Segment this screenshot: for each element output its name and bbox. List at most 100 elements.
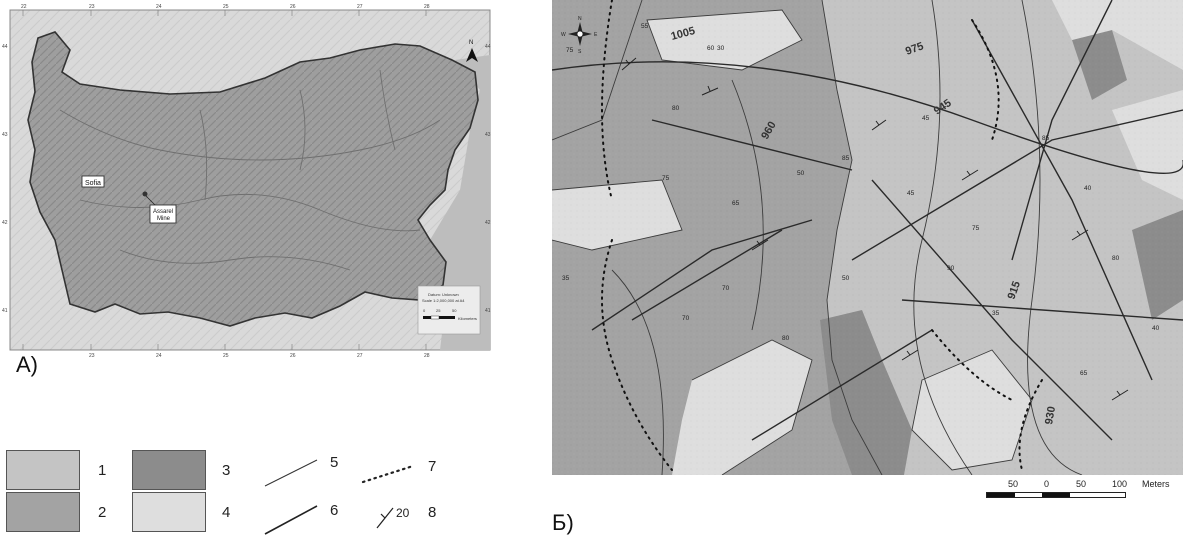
dip-value: 65 xyxy=(1080,370,1088,377)
dip-value: 30 xyxy=(717,45,725,52)
dip-value: 75 xyxy=(566,47,574,54)
legend-swatch-2 xyxy=(6,492,80,532)
dip-value: 80 xyxy=(782,335,790,342)
lon-tick: 23 xyxy=(89,4,95,10)
legend-number: 7 xyxy=(428,458,437,475)
scale-unit: Kilometers xyxy=(458,316,477,321)
dip-value: 70 xyxy=(682,315,690,322)
dip-value: 40 xyxy=(1084,185,1092,192)
dip-value: 75 xyxy=(662,175,670,182)
scale-box xyxy=(417,285,481,335)
legend-swatch-3 xyxy=(132,450,206,490)
svg-text:W: W xyxy=(561,32,566,38)
dip-value: 75 xyxy=(972,225,980,232)
dip-value: 65 xyxy=(732,200,740,207)
legend-swatch-1 xyxy=(6,450,80,490)
mine-label-line2: Mine xyxy=(157,216,171,222)
legend-number: 3 xyxy=(222,462,231,479)
lon-tick: 25 xyxy=(223,353,229,359)
compass-letters: N E S W xyxy=(561,16,598,55)
lat-tick: 42 xyxy=(485,220,491,226)
svg-text:N: N xyxy=(578,16,582,22)
lon-tick: 25 xyxy=(223,4,229,10)
dip-value: 85 xyxy=(842,155,850,162)
compass-rose-icon xyxy=(568,22,592,46)
geological-map: 1005 975 960 945 930 915 55 60 30 75 80 … xyxy=(551,0,1183,498)
mine-label-box xyxy=(149,204,177,224)
river-network xyxy=(59,69,441,271)
map-legend: 1 2 3 4 5 6 7 20 8 xyxy=(0,440,470,540)
sofia-label: Sofia xyxy=(85,180,101,187)
legend-number: 4 xyxy=(222,504,231,521)
sofia-label-box xyxy=(81,175,105,188)
north-arrow-icon xyxy=(466,48,478,62)
lon-tick: 28 xyxy=(424,4,430,10)
contour-label: 975 xyxy=(904,40,925,58)
legend-number: 1 xyxy=(98,462,107,479)
dip-value: 45 xyxy=(922,115,930,122)
lon-tick-labels: 22 23 24 25 26 27 28 23 24 25 26 27 28 xyxy=(21,4,430,359)
thin-fault-line-icon xyxy=(264,459,318,487)
contour-label: 915 xyxy=(1006,280,1024,301)
lon-tick: 24 xyxy=(156,353,162,359)
dip-symbols xyxy=(621,57,1129,401)
dip-value: 55 xyxy=(641,23,649,30)
dip-value: 70 xyxy=(722,285,730,292)
unit-boundaries xyxy=(551,0,1083,476)
dotted-contours xyxy=(601,0,1043,471)
bulgaria-outline xyxy=(27,31,479,327)
lon-tick: 26 xyxy=(290,353,296,359)
scale-tick: 50 xyxy=(1076,479,1086,489)
dip-value: 35 xyxy=(992,310,1000,317)
faults xyxy=(551,0,1183,441)
scale-tick: 0 xyxy=(423,308,426,313)
svg-text:E: E xyxy=(594,32,598,38)
legend-number: 6 xyxy=(330,502,339,519)
dip-value: 50 xyxy=(797,170,805,177)
legend-number: 2 xyxy=(98,504,107,521)
mine-label-line1: Assarel xyxy=(153,209,173,215)
dip-value: 35 xyxy=(562,275,570,282)
dip-value: 40 xyxy=(1152,325,1160,332)
lon-tick: 22 xyxy=(21,4,27,10)
lat-tick: 43 xyxy=(2,132,8,138)
lon-tick: 26 xyxy=(290,4,296,10)
dip-values: 55 60 30 75 80 85 65 70 45 35 40 90 50 7… xyxy=(562,23,1160,377)
dip-value: 90 xyxy=(947,265,955,272)
north-label: N xyxy=(469,40,473,46)
lon-tick: 27 xyxy=(357,353,363,359)
scale-bar xyxy=(986,492,1126,498)
dotted-contour-icon xyxy=(361,464,415,484)
svg-text:S: S xyxy=(578,49,582,55)
lat-tick: 41 xyxy=(485,308,491,314)
lat-tick: 44 xyxy=(2,44,8,50)
location-map: 22 23 24 25 26 27 28 23 24 25 26 27 28 4… xyxy=(0,0,500,360)
lat-tick-labels: 44 43 42 41 44 43 42 41 xyxy=(2,44,491,314)
dip-symbol-icon xyxy=(376,507,394,529)
legend-symbols xyxy=(264,459,415,535)
bulgaria-map-svg: 22 23 24 25 26 27 28 23 24 25 26 27 28 4… xyxy=(2,4,491,359)
scale-unit: Meters xyxy=(1142,479,1170,489)
scale-tick: 0 xyxy=(1044,479,1049,489)
lat-tick: 42 xyxy=(2,220,8,226)
lon-tick: 27 xyxy=(357,4,363,10)
scale-bar-labels: 50 0 50 100 Meters xyxy=(1008,479,1170,489)
lat-tick: 41 xyxy=(2,308,8,314)
dip-value: 50 xyxy=(842,275,850,282)
dip-value: 45 xyxy=(907,190,915,197)
scale-tick: 25 xyxy=(436,308,441,313)
datum-line1: Datum: Unknown xyxy=(428,292,459,297)
datum-line2: Scale 1:2,000,000 at A4 xyxy=(422,298,465,303)
scale-tick: 100 xyxy=(1112,479,1127,489)
dip-value: 80 xyxy=(672,105,680,112)
scale-tick: 50 xyxy=(1008,479,1018,489)
lon-tick: 28 xyxy=(424,353,430,359)
lon-tick: 23 xyxy=(89,353,95,359)
lat-tick: 43 xyxy=(485,132,491,138)
legend-number: 5 xyxy=(330,454,339,471)
contour-label: 930 xyxy=(1043,405,1058,425)
panel-a-label: А) xyxy=(16,352,38,377)
geological-map-svg: 1005 975 960 945 930 915 55 60 30 75 80 … xyxy=(551,0,1183,490)
lon-tick: 24 xyxy=(156,4,162,10)
thick-fault-line-icon xyxy=(264,505,318,535)
